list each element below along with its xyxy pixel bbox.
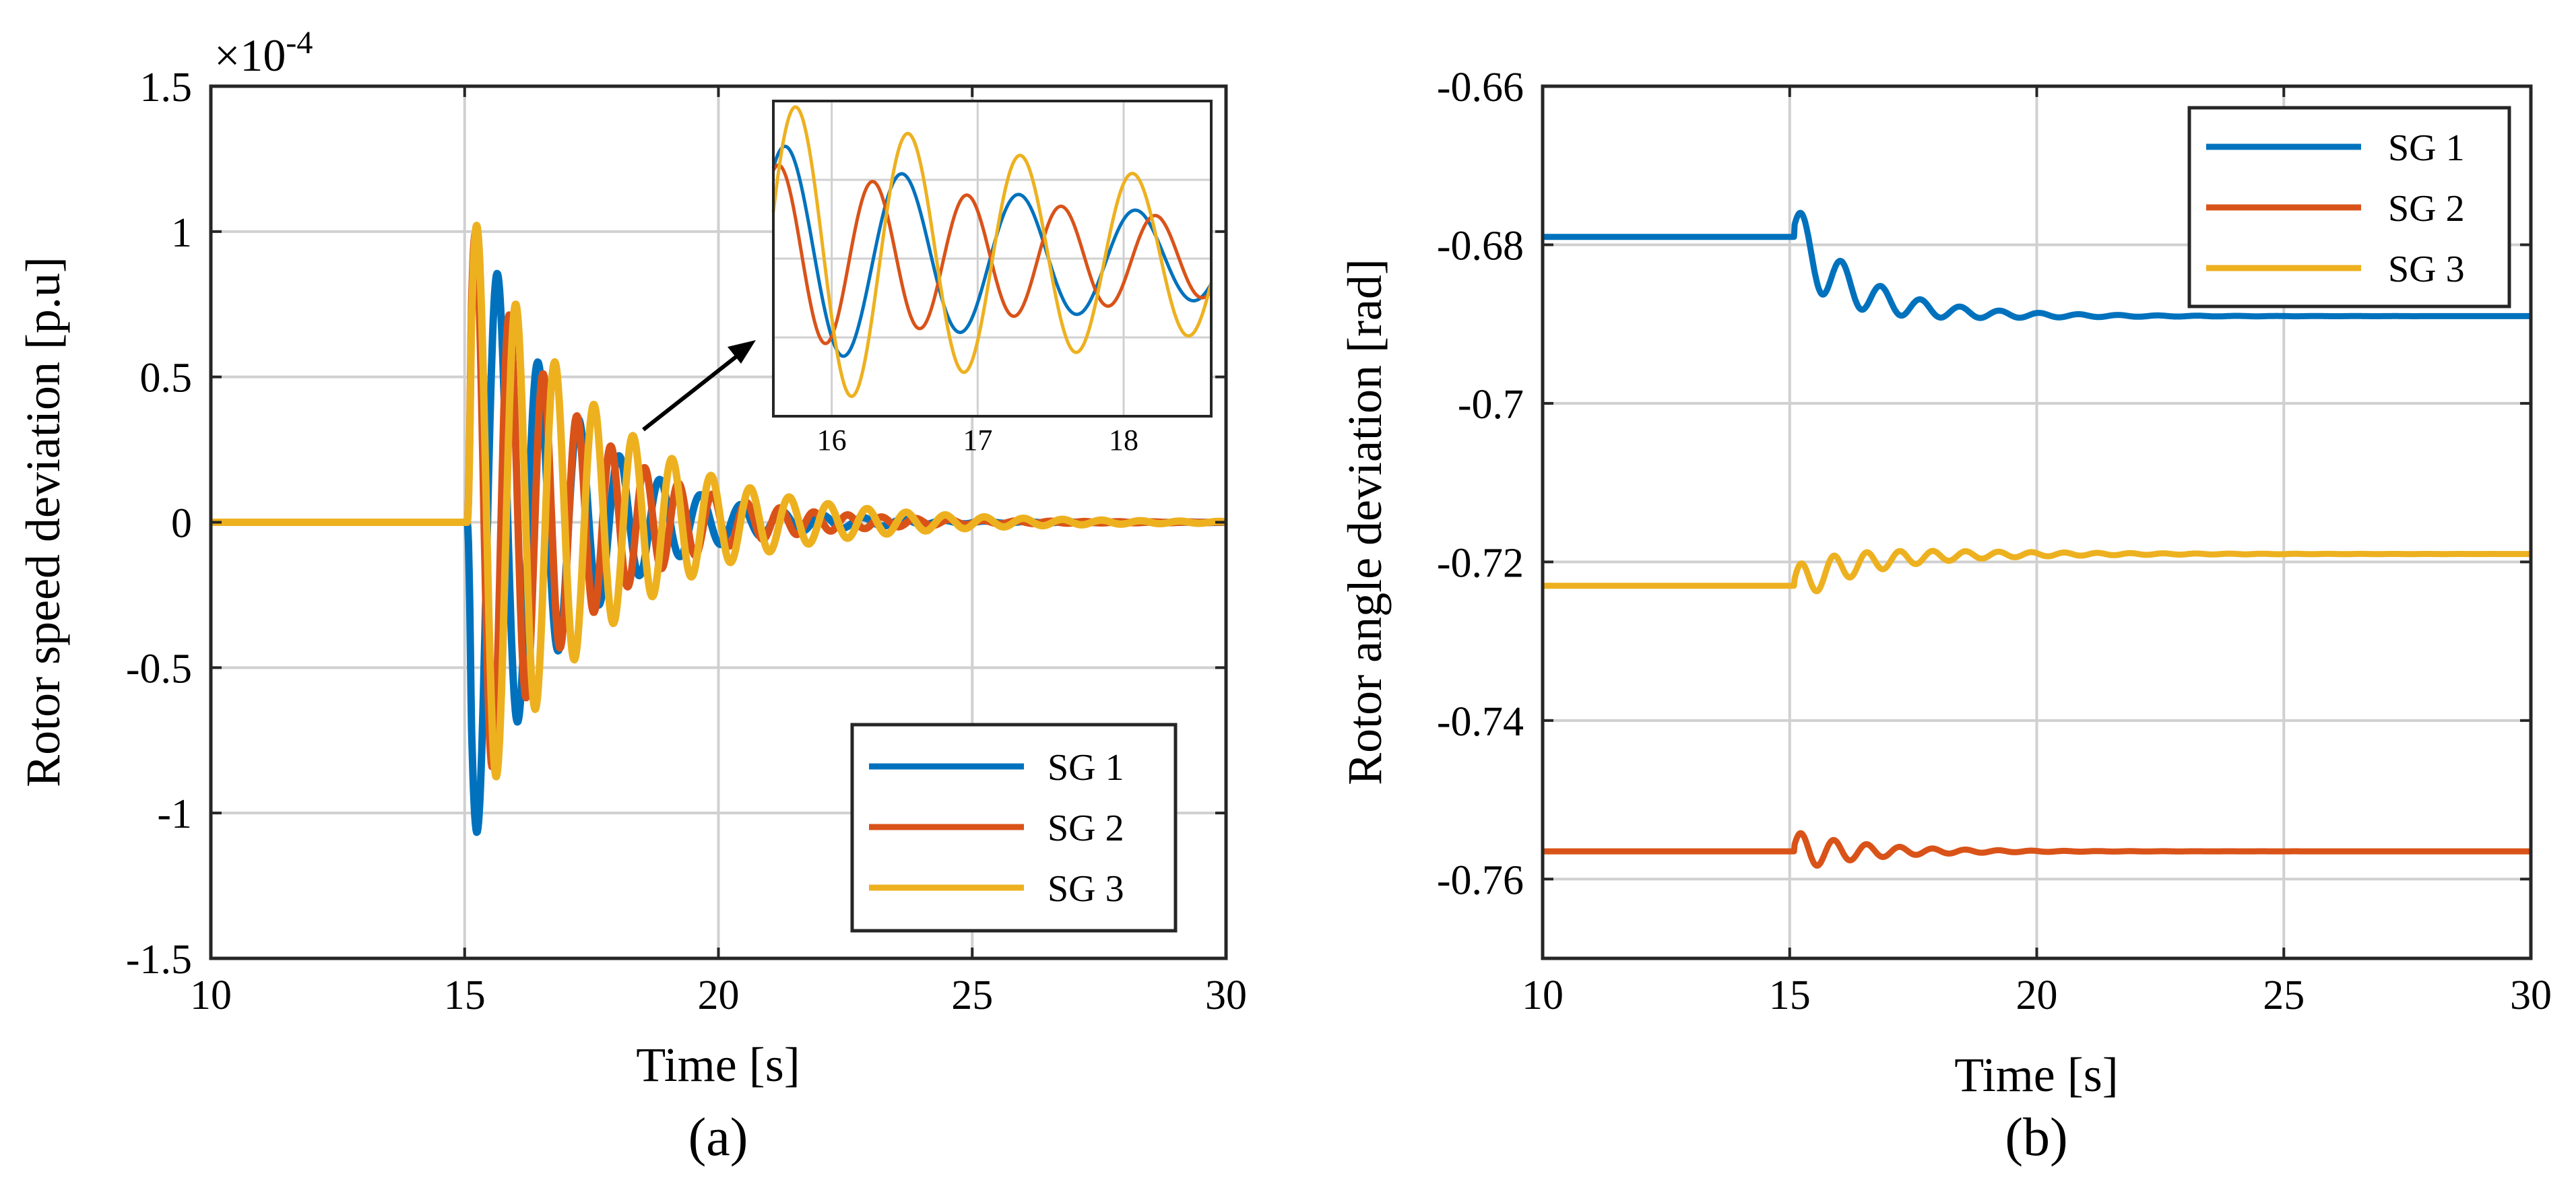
legend-label-sg3-b: SG 3 xyxy=(2388,249,2465,290)
inset-x-tick-label: 18 xyxy=(1109,424,1138,457)
x-tick-label: 25 xyxy=(2263,973,2305,1018)
y-tick-label: 1 xyxy=(171,210,192,256)
y-tick-label: -0.7 xyxy=(1458,382,1524,428)
x-tick-label: 20 xyxy=(698,973,740,1018)
x-tick-label: 30 xyxy=(1205,973,1247,1018)
y-tick-label: -0.76 xyxy=(1437,857,1524,903)
panel-b: 10 15 20 25 30 -0.76 -0.74 -0.72 -0.7 -0.68 -0.66… xyxy=(1338,65,2552,1167)
zoom-arrow xyxy=(642,340,756,432)
series-lines-b xyxy=(1540,209,2534,869)
legend-label-sg2-b: SG 2 xyxy=(2388,188,2465,230)
caption-b: (b) xyxy=(2005,1108,2067,1167)
y-tick-labels-a: -1.5 -1 -0.5 0 0.5 1 1.5 xyxy=(126,65,192,983)
x-tick-labels-a: 10 15 20 25 30 xyxy=(190,973,1247,1018)
x-tick-label: 15 xyxy=(444,973,486,1018)
y-tick-label: -1 xyxy=(157,791,192,837)
panel-a: 10 15 20 25 30 -1.5 -1 -0.5 0 0.5 1 1.5 ×10-4 Time… xyxy=(16,25,1247,1167)
legend-label-sg1-b: SG 1 xyxy=(2388,127,2465,169)
y-tick-label: -0.68 xyxy=(1437,223,1524,269)
series-line-sg1 xyxy=(1540,209,2534,321)
x-tick-label: 10 xyxy=(190,973,232,1018)
legend-label-sg1-a: SG 1 xyxy=(1048,747,1124,789)
series-lines-a xyxy=(207,222,1229,836)
series-line-sg3 xyxy=(1540,548,2534,595)
ticks-a xyxy=(210,85,1227,960)
inset-series-line-sg3 xyxy=(771,105,1213,399)
y-tick-label: -0.72 xyxy=(1437,540,1524,586)
x-tick-label: 10 xyxy=(1522,973,1564,1018)
series-line-sg3 xyxy=(207,222,1229,781)
y-axis-label-b: Rotor angle deviation [rad] xyxy=(1338,259,1392,785)
legend-a: SG 1 SG 2 SG 3 xyxy=(850,723,1178,933)
inset-x-tick-label: 16 xyxy=(817,424,847,457)
caption-a: (a) xyxy=(688,1108,748,1167)
y-tick-label: -1.5 xyxy=(126,937,192,983)
zoom-inset: 16 17 18 xyxy=(771,100,1213,457)
legend-b: SG 1 SG 2 SG 3 xyxy=(2187,106,2511,308)
y-tick-label: -0.66 xyxy=(1437,65,1524,110)
legend-label-sg2-a: SG 2 xyxy=(1048,808,1124,849)
inset-x-tick-label: 17 xyxy=(963,424,992,457)
x-tick-label: 15 xyxy=(1769,973,1811,1018)
x-axis-label-a: Time [s] xyxy=(636,1038,800,1092)
x-tick-label: 20 xyxy=(2016,973,2058,1018)
y-tick-label: -0.74 xyxy=(1437,699,1524,745)
inset-frame xyxy=(772,100,1213,418)
y-tick-label: -0.5 xyxy=(126,646,192,692)
exponent-label-a: ×10-4 xyxy=(214,25,313,81)
y-tick-label: 0.5 xyxy=(140,356,193,401)
y-tick-label: 0 xyxy=(171,501,192,547)
y-tick-labels-b: -0.76 -0.74 -0.72 -0.7 -0.68 -0.66 xyxy=(1437,65,1524,903)
y-tick-label: 1.5 xyxy=(140,65,193,110)
inset-x-tick-labels: 16 17 18 xyxy=(817,424,1138,457)
series-line-sg2 xyxy=(1540,830,2534,869)
inset-series-lines xyxy=(771,105,1213,399)
x-tick-labels-b: 10 15 20 25 30 xyxy=(1522,973,2552,1018)
legend-label-sg3-a: SG 3 xyxy=(1048,868,1124,910)
x-axis-label-b: Time [s] xyxy=(1954,1048,2118,1102)
ticks-b xyxy=(1541,85,2532,958)
x-tick-label: 30 xyxy=(2510,973,2552,1018)
y-axis-label-a: Rotor speed deviation [p.u] xyxy=(16,257,70,787)
x-tick-label: 25 xyxy=(951,973,993,1018)
